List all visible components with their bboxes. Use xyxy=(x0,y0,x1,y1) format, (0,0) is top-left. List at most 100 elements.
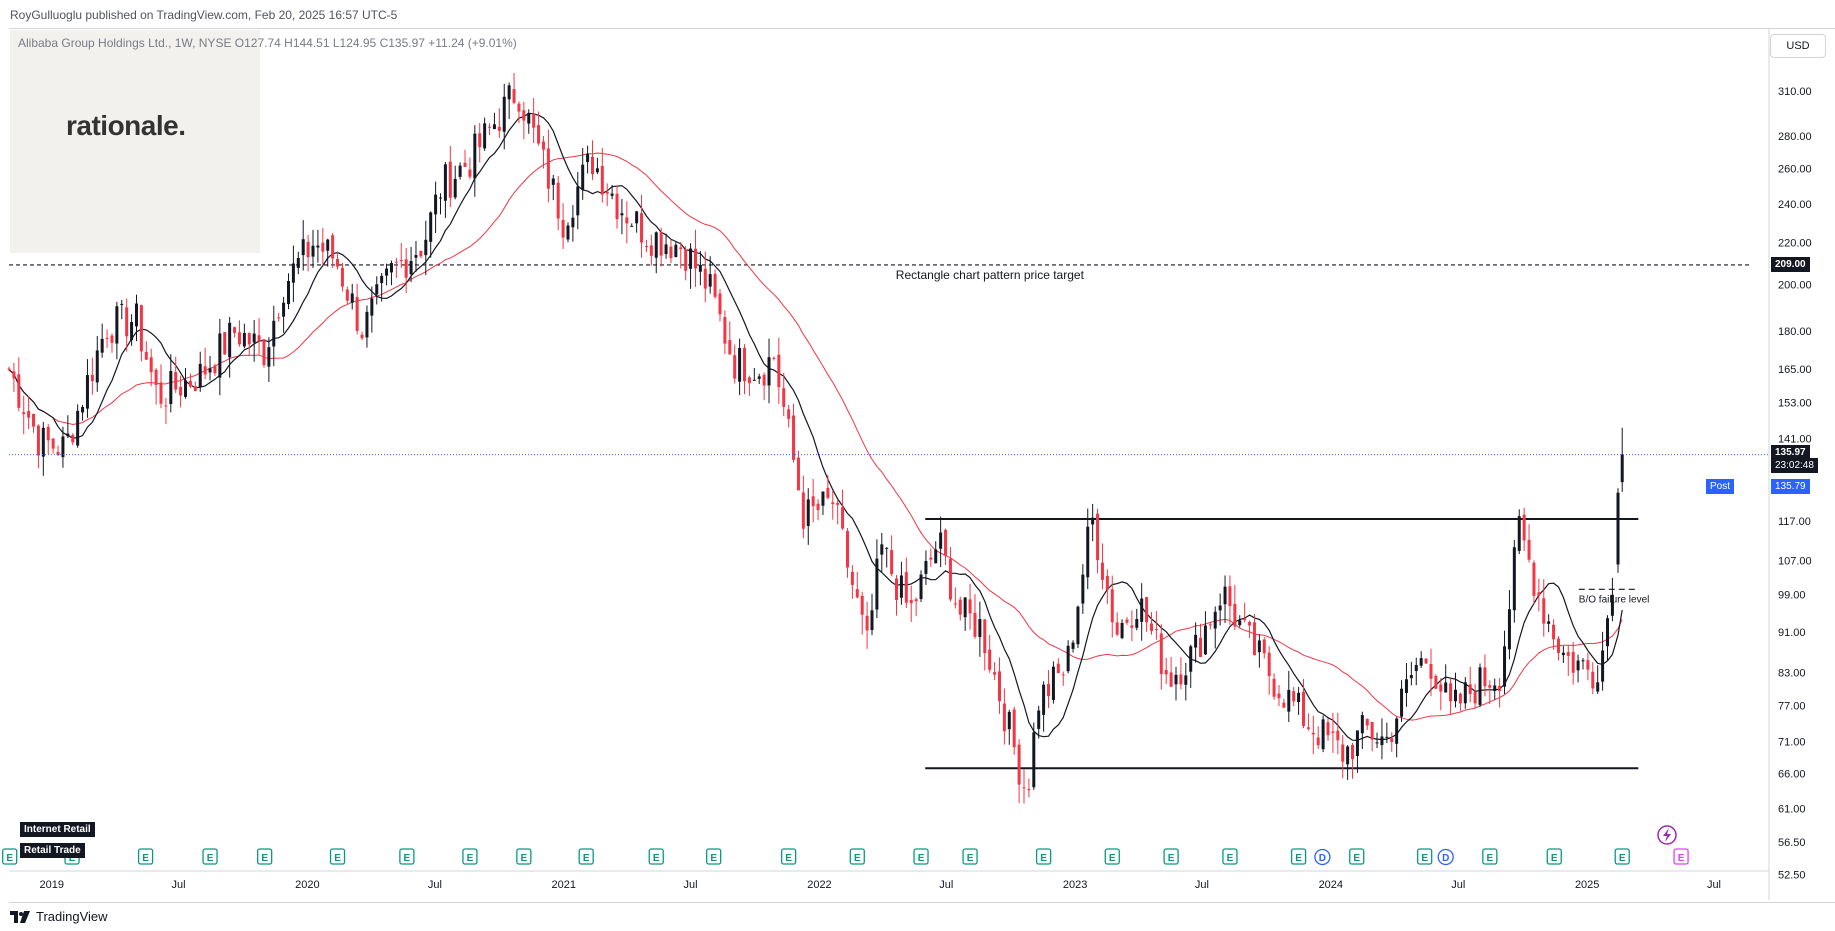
candle-body xyxy=(1208,624,1212,626)
earnings-marker xyxy=(1417,848,1433,865)
candle-body xyxy=(1522,514,1526,541)
candle-body xyxy=(537,125,541,144)
candle-body xyxy=(890,550,894,575)
candle-body xyxy=(296,258,300,268)
candle-body xyxy=(1027,789,1031,791)
candle-body xyxy=(193,386,197,392)
candle-body xyxy=(1159,633,1163,675)
price-tick-label: 56.50 xyxy=(1778,837,1806,849)
candle-body xyxy=(1051,666,1055,700)
candle-body xyxy=(1169,672,1173,687)
candle-body xyxy=(836,502,840,505)
candle-body xyxy=(679,247,683,250)
candle-body xyxy=(473,133,477,179)
candle-body xyxy=(914,599,918,602)
candle-body xyxy=(51,438,55,449)
earnings-marker-label: E xyxy=(1227,853,1234,864)
candle-body xyxy=(1616,492,1620,565)
tag-retail-trade[interactable]: Retail Trade xyxy=(20,843,85,858)
candle-body xyxy=(850,571,854,585)
earnings-marker-label: E xyxy=(583,853,590,864)
earnings-marker-label: E xyxy=(1168,853,1175,864)
candle-body xyxy=(345,289,349,301)
candle-body xyxy=(1400,688,1404,717)
candle-body xyxy=(1243,618,1247,621)
time-tick-label: Jul xyxy=(1707,879,1721,891)
candle-body xyxy=(1199,637,1203,657)
candle-body xyxy=(669,246,673,259)
candle-body xyxy=(468,169,472,177)
candle-body xyxy=(272,320,276,347)
price-tick-label: 280.00 xyxy=(1778,131,1812,143)
chart-frame xyxy=(9,28,1835,903)
candle-body xyxy=(1610,594,1614,616)
candle-body xyxy=(1140,598,1144,622)
candle-body xyxy=(144,351,148,360)
candle-body xyxy=(1061,674,1065,676)
earnings-marker-label: E xyxy=(1678,853,1685,864)
currency-button[interactable]: USD xyxy=(1770,34,1826,58)
candle-body xyxy=(198,363,202,387)
candle-body xyxy=(1218,605,1222,611)
candle-body xyxy=(1066,645,1070,672)
earnings-marker xyxy=(1349,848,1365,865)
bo-annotation[interactable]: B/O failure level xyxy=(1579,594,1650,605)
candle-body xyxy=(576,186,580,216)
candle-body xyxy=(983,619,987,654)
candle-body xyxy=(1012,709,1016,748)
earnings-marker-label: E xyxy=(785,853,792,864)
candle-body xyxy=(1007,711,1011,730)
candle-body xyxy=(1311,732,1315,735)
lightning-icon[interactable] xyxy=(1657,825,1677,845)
candle-body xyxy=(380,275,384,284)
candle-body xyxy=(46,426,50,441)
target-annotation[interactable]: Rectangle chart pattern price target xyxy=(896,268,1085,282)
candle-body xyxy=(1419,658,1423,666)
candle-body xyxy=(1385,736,1389,738)
candle-body xyxy=(105,337,109,339)
candle-body xyxy=(1071,642,1075,649)
post-label-tag: Post xyxy=(1706,479,1735,494)
dividend-marker-label: D xyxy=(1319,853,1326,864)
candle-body xyxy=(1301,691,1305,726)
candle-body xyxy=(1434,676,1438,689)
tag-internet-retail[interactable]: Internet Retail xyxy=(20,822,95,837)
earnings-marker xyxy=(399,848,415,865)
candle-body xyxy=(855,589,859,598)
candle-body xyxy=(1449,683,1453,702)
candle-body xyxy=(488,126,492,128)
candle-body xyxy=(242,332,246,347)
candle-body xyxy=(1306,727,1310,729)
ma-fast-path xyxy=(8,112,1623,741)
candle-body xyxy=(1120,622,1124,639)
candle-body xyxy=(1272,678,1276,697)
earnings-marker-label: E xyxy=(710,853,717,864)
earnings-marker xyxy=(1290,848,1307,865)
earnings-marker xyxy=(648,848,664,865)
candle-body xyxy=(311,245,315,257)
candle-body xyxy=(81,406,85,413)
rationale-logo: rationale. xyxy=(66,110,186,141)
candle-body xyxy=(365,311,369,338)
candle-body xyxy=(233,327,237,333)
candle-body xyxy=(154,369,158,385)
earnings-marker-label: E xyxy=(854,853,861,864)
symbol-legend[interactable]: Alibaba Group Holdings Ltd., 1W, NYSE O1… xyxy=(18,36,517,50)
time-ticks[interactable]: 2019 Jul 2020 Jul 2021 Jul 2022 Jul 2023 Jul 2024 J… xyxy=(39,879,1721,891)
earnings-marker xyxy=(2,848,18,865)
candle-body xyxy=(130,321,134,341)
candles[interactable] xyxy=(7,72,1624,804)
earnings-marker-label: E xyxy=(6,853,13,864)
candle-body xyxy=(1130,625,1134,628)
candle-body xyxy=(743,347,747,382)
price-tick-label: 200.00 xyxy=(1778,279,1812,291)
candle-body xyxy=(223,332,227,355)
candle-body xyxy=(1571,652,1575,673)
candle-body xyxy=(1517,516,1521,551)
candle-body xyxy=(1542,598,1546,624)
time-tick-label: Jul xyxy=(939,879,953,891)
candle-body xyxy=(100,338,104,353)
tradingview-footer[interactable]: TradingView xyxy=(10,909,108,924)
